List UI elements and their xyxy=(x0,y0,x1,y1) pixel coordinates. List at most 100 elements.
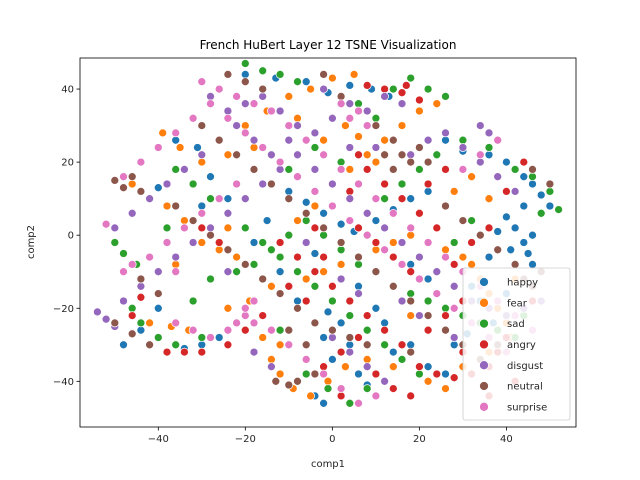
point-sad-17 xyxy=(249,260,259,269)
x-axis-label: comp1 xyxy=(311,459,345,470)
point-fear-15 xyxy=(267,281,276,291)
point-happy-37 xyxy=(319,208,328,218)
point-fear-52 xyxy=(162,201,172,211)
point-disgust-31 xyxy=(362,208,372,218)
point-neutral-43 xyxy=(336,92,346,101)
point-surprise-8 xyxy=(232,179,241,189)
y-tick-label: −20 xyxy=(53,304,74,315)
point-disgust-57 xyxy=(441,128,450,138)
point-surprise-31 xyxy=(423,238,433,247)
point-happy-61 xyxy=(406,340,416,350)
point-angry-9 xyxy=(127,311,137,320)
point-fear-70 xyxy=(449,187,459,196)
point-neutral-42 xyxy=(319,70,328,79)
point-fear-40 xyxy=(306,391,315,401)
point-angry-38 xyxy=(467,238,476,247)
point-surprise-60 xyxy=(432,289,442,298)
point-sad-49 xyxy=(240,223,250,233)
point-fear-63 xyxy=(432,99,442,109)
point-angry-51 xyxy=(406,391,416,401)
point-surprise-32 xyxy=(441,252,450,262)
point-disgust-20 xyxy=(171,252,181,262)
point-surprise-14 xyxy=(171,318,181,328)
point-angry-20 xyxy=(345,296,355,306)
legend-label-neutral: neutral xyxy=(507,382,543,393)
point-fear-6 xyxy=(319,135,328,145)
point-fear-51 xyxy=(180,216,189,225)
point-fear-24 xyxy=(441,245,450,255)
point-sad-36 xyxy=(545,187,555,196)
point-angry-58 xyxy=(423,179,433,189)
point-fear-2 xyxy=(197,157,207,167)
point-disgust-73 xyxy=(449,333,459,342)
point-angry-46 xyxy=(354,333,363,342)
point-sad-57 xyxy=(380,340,389,350)
point-happy-31 xyxy=(449,340,459,350)
point-disgust-51 xyxy=(267,150,276,160)
point-happy-76 xyxy=(423,274,433,284)
point-neutral-30 xyxy=(206,230,215,240)
point-neutral-15 xyxy=(406,157,416,167)
point-surprise-59 xyxy=(415,274,424,284)
point-sad-34 xyxy=(536,208,546,218)
point-neutral-10 xyxy=(310,369,320,379)
point-sad-28 xyxy=(441,303,450,313)
point-neutral-12 xyxy=(240,77,250,87)
point-happy-56 xyxy=(354,369,363,379)
point-neutral-67 xyxy=(301,340,311,350)
point-neutral-49 xyxy=(232,150,241,160)
point-neutral-7 xyxy=(271,376,281,386)
series-disgust xyxy=(93,84,546,386)
point-surprise-13 xyxy=(249,296,259,306)
point-surprise-75 xyxy=(171,267,181,277)
point-sad-59 xyxy=(415,369,424,379)
point-angry-60 xyxy=(301,296,311,306)
point-fear-22 xyxy=(406,230,416,240)
point-fear-38 xyxy=(341,362,350,372)
point-fear-26 xyxy=(467,260,476,269)
point-angry-36 xyxy=(310,223,320,233)
point-surprise-2 xyxy=(127,260,137,269)
x-tick-label: −20 xyxy=(235,434,256,445)
point-angry-23 xyxy=(293,252,302,262)
point-disgust-67 xyxy=(267,362,276,372)
point-fear-10 xyxy=(145,318,154,328)
legend-marker-happy xyxy=(479,277,489,287)
point-surprise-17 xyxy=(223,325,233,335)
point-disgust-77 xyxy=(345,143,355,152)
point-angry-37 xyxy=(449,260,459,269)
point-neutral-5 xyxy=(127,329,137,339)
point-surprise-19 xyxy=(214,84,224,94)
point-happy-14 xyxy=(545,201,555,211)
point-sad-15 xyxy=(206,274,215,284)
point-sad-74 xyxy=(371,113,381,123)
point-happy-34 xyxy=(206,172,215,182)
point-angry-57 xyxy=(441,165,450,174)
point-happy-70 xyxy=(249,238,259,247)
point-angry-10 xyxy=(415,362,424,372)
point-fear-59 xyxy=(362,150,372,160)
point-sad-73 xyxy=(354,99,363,109)
point-angry-21 xyxy=(328,281,337,291)
point-disgust-64 xyxy=(345,347,355,357)
point-fear-72 xyxy=(484,194,494,204)
legend-marker-angry xyxy=(479,339,489,350)
point-neutral-60 xyxy=(423,311,433,320)
point-surprise-26 xyxy=(336,165,346,174)
point-angry-53 xyxy=(240,325,250,335)
point-neutral-39 xyxy=(362,340,372,350)
point-fear-61 xyxy=(397,121,407,130)
point-angry-19 xyxy=(362,311,372,320)
point-disgust-12 xyxy=(475,121,485,130)
point-sad-46 xyxy=(188,179,198,189)
point-disgust-35 xyxy=(432,267,442,277)
point-surprise-28 xyxy=(371,194,381,204)
point-surprise-24 xyxy=(301,135,311,145)
point-sad-14 xyxy=(188,296,198,306)
legend: happy fear sad angry disgust neutral surprise xyxy=(462,267,571,421)
point-surprise-5 xyxy=(180,223,189,233)
point-disgust-36 xyxy=(449,281,459,291)
point-fear-4 xyxy=(249,143,259,152)
point-happy-63 xyxy=(441,369,450,379)
point-happy-23 xyxy=(506,245,516,255)
